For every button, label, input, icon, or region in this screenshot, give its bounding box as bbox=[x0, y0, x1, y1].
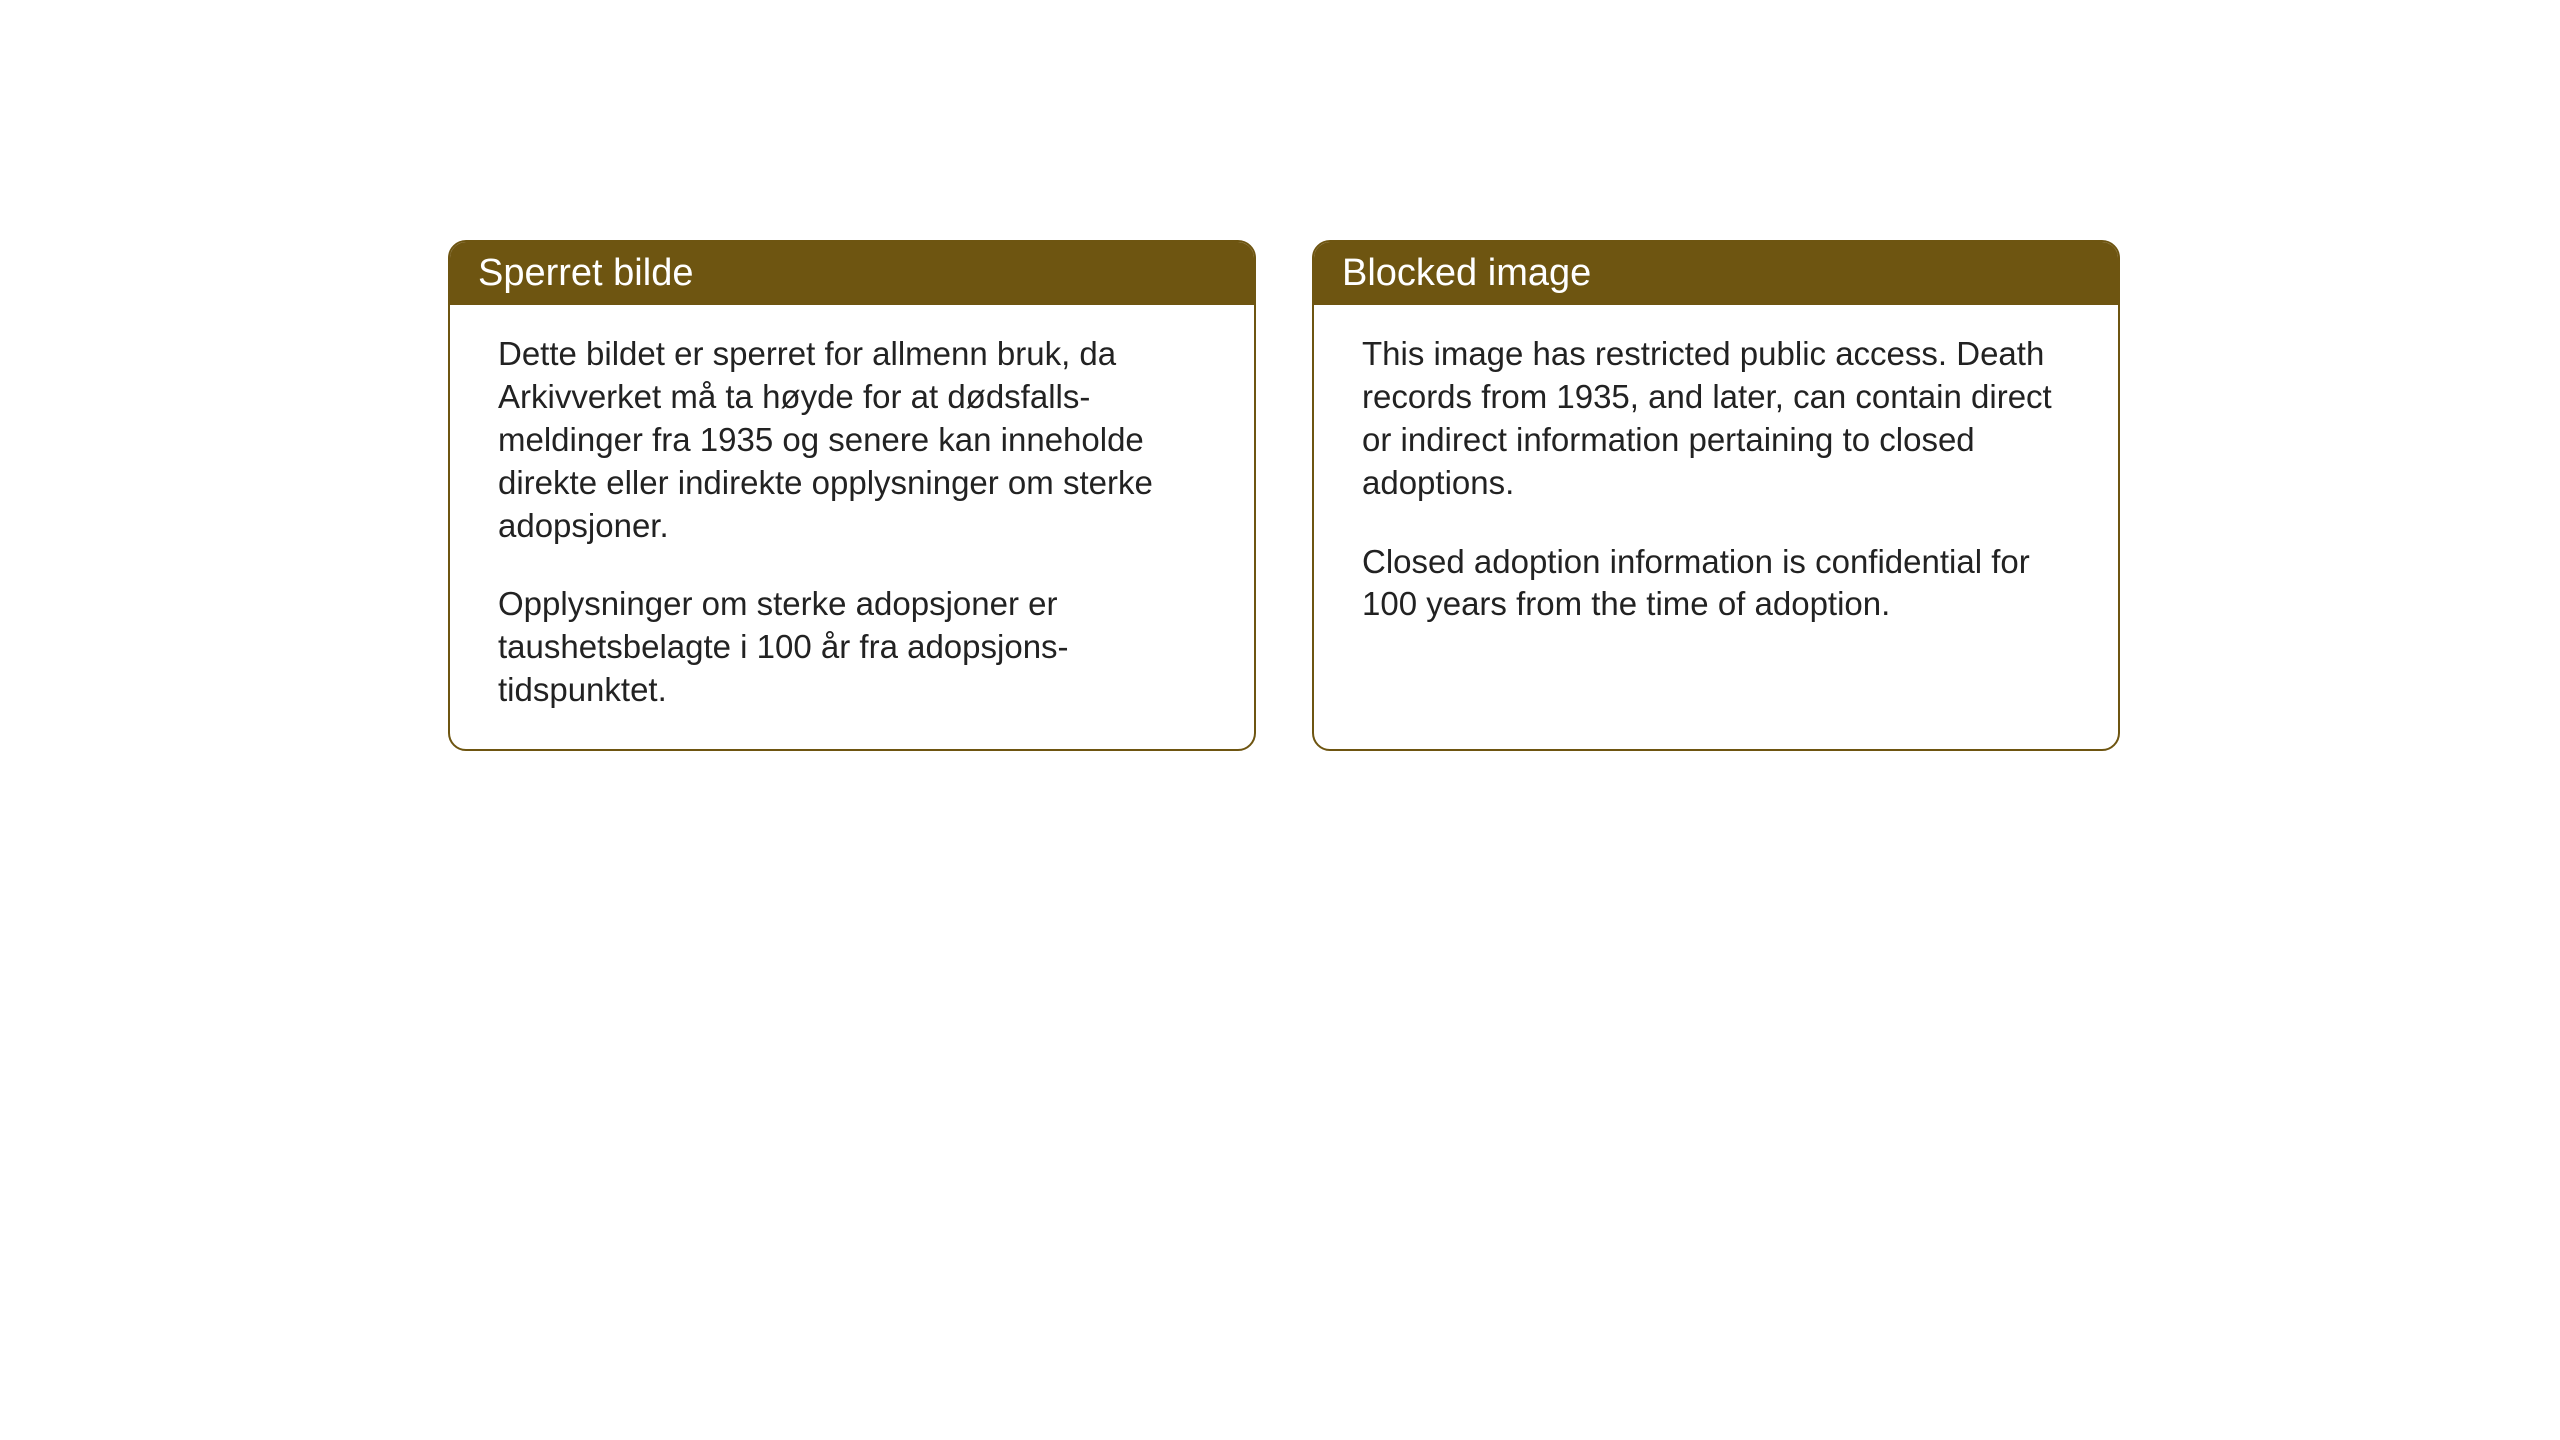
card-english: Blocked image This image has restricted … bbox=[1312, 240, 2120, 751]
card-norwegian-paragraph-2: Opplysninger om sterke adopsjoner er tau… bbox=[498, 583, 1206, 712]
card-english-paragraph-1: This image has restricted public access.… bbox=[1362, 333, 2070, 505]
card-norwegian-paragraph-1: Dette bildet er sperret for allmenn bruk… bbox=[498, 333, 1206, 547]
card-norwegian-title: Sperret bilde bbox=[478, 252, 693, 294]
card-english-paragraph-2: Closed adoption information is confident… bbox=[1362, 541, 2070, 627]
card-norwegian-body: Dette bildet er sperret for allmenn bruk… bbox=[450, 305, 1254, 749]
card-english-body: This image has restricted public access.… bbox=[1314, 305, 2118, 749]
card-norwegian: Sperret bilde Dette bildet er sperret fo… bbox=[448, 240, 1256, 751]
cards-container: Sperret bilde Dette bildet er sperret fo… bbox=[448, 240, 2120, 751]
card-english-title: Blocked image bbox=[1342, 252, 1591, 294]
card-english-header: Blocked image bbox=[1314, 242, 2118, 305]
card-norwegian-header: Sperret bilde bbox=[450, 242, 1254, 305]
